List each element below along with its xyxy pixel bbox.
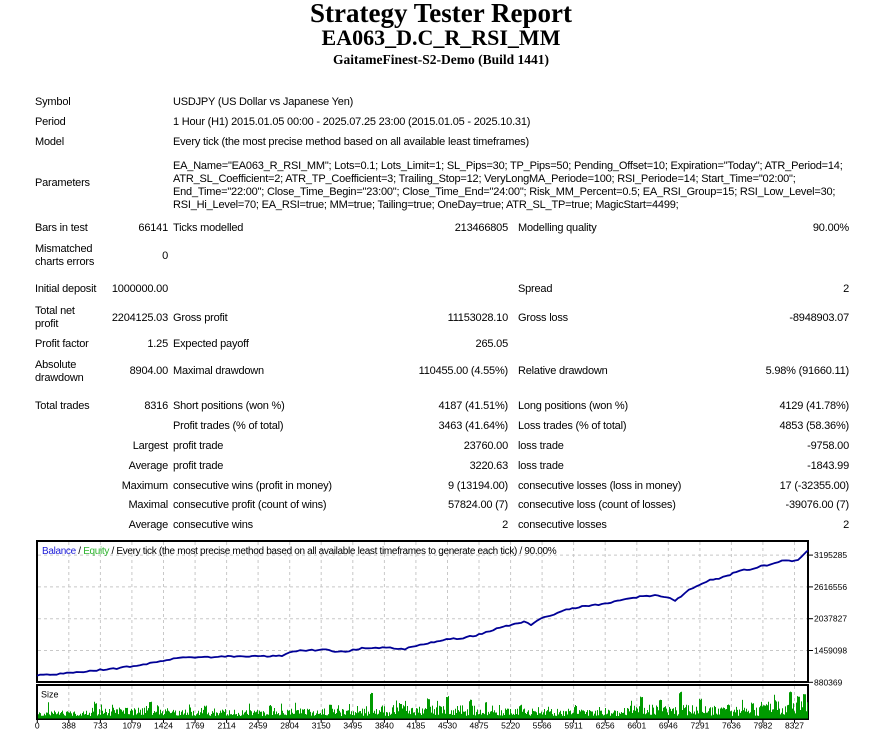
svg-text:2037827: 2037827 — [814, 614, 847, 624]
svg-text:2114: 2114 — [217, 721, 236, 731]
svg-text:7636: 7636 — [722, 721, 741, 731]
svg-text:5220: 5220 — [501, 721, 520, 731]
svg-text:3150: 3150 — [312, 721, 331, 731]
svg-text:2616556: 2616556 — [814, 582, 847, 592]
svg-text:6256: 6256 — [596, 721, 615, 731]
svg-text:2804: 2804 — [280, 721, 299, 731]
svg-text:733: 733 — [93, 721, 107, 731]
svg-text:8327: 8327 — [785, 721, 804, 731]
svg-text:4875: 4875 — [470, 721, 489, 731]
svg-text:4530: 4530 — [438, 721, 457, 731]
svg-text:2459: 2459 — [249, 721, 268, 731]
svg-text:880369: 880369 — [814, 677, 843, 687]
svg-text:1459098: 1459098 — [814, 646, 847, 656]
svg-text:3495: 3495 — [343, 721, 362, 731]
svg-text:1424: 1424 — [154, 721, 173, 731]
svg-text:4185: 4185 — [406, 721, 425, 731]
svg-text:1079: 1079 — [122, 721, 141, 731]
svg-text:388: 388 — [62, 721, 76, 731]
svg-text:6946: 6946 — [659, 721, 678, 731]
svg-text:7982: 7982 — [753, 721, 772, 731]
svg-text:0: 0 — [35, 721, 40, 731]
svg-text:5911: 5911 — [564, 721, 583, 731]
svg-text:1769: 1769 — [186, 721, 205, 731]
svg-text:Size: Size — [41, 690, 59, 700]
svg-text:3840: 3840 — [375, 721, 394, 731]
svg-text:3195285: 3195285 — [814, 550, 847, 560]
svg-text:7291: 7291 — [690, 721, 709, 731]
svg-text:Balance / Equity / Every tick: Balance / Equity / Every tick (the most … — [42, 546, 557, 557]
svg-text:6601: 6601 — [627, 721, 646, 731]
svg-text:5566: 5566 — [533, 721, 552, 731]
